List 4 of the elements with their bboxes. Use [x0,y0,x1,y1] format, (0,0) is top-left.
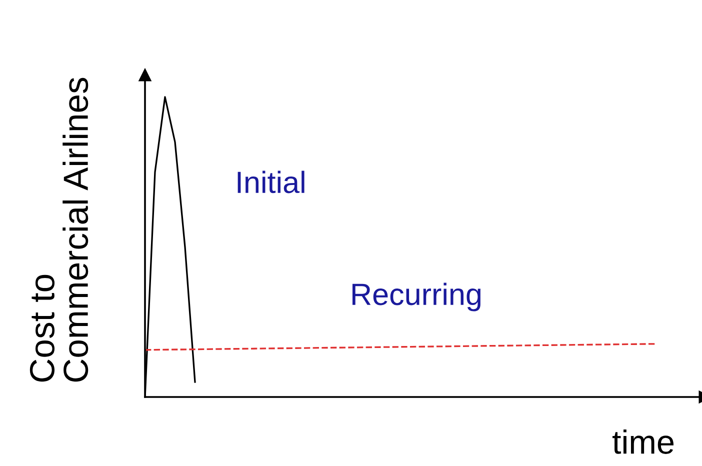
y-axis-title: Cost to Commercial Airlines [30,78,88,382]
annotation: Initial [238,170,304,194]
annotation: Recurring [352,282,480,312]
x-axis-title: time [612,429,674,454]
